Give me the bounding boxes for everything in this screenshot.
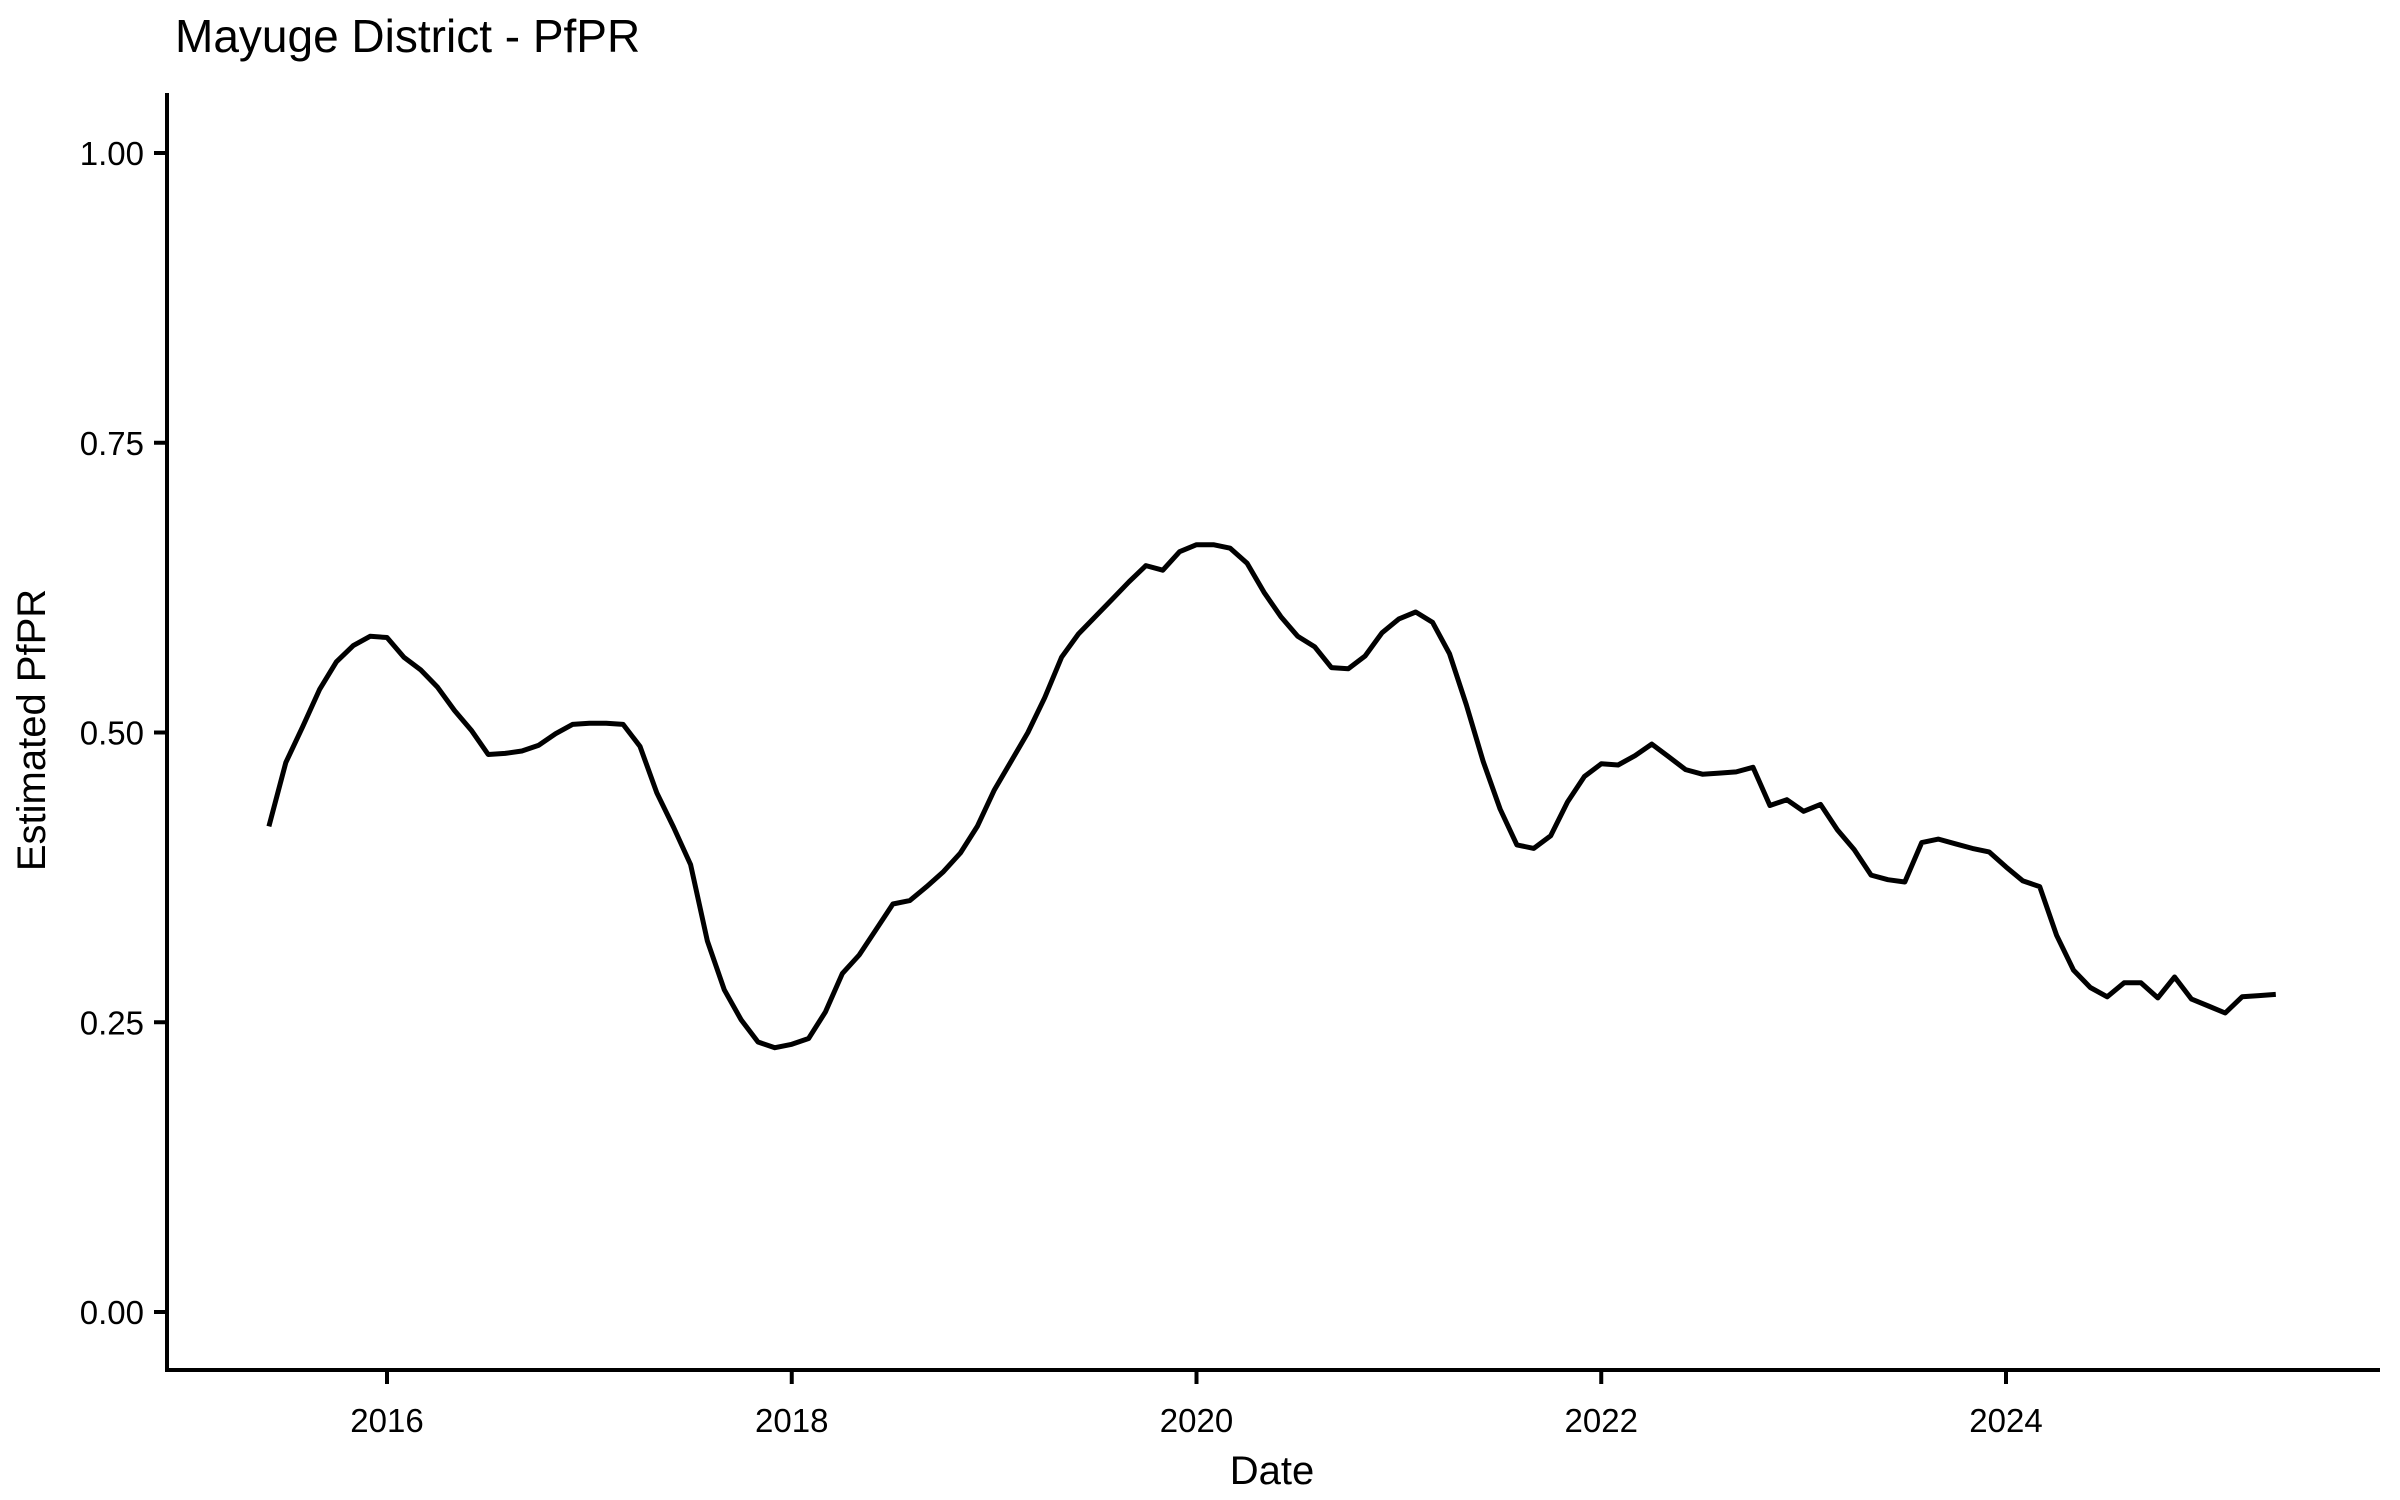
y-tick-label: 1.00 [80, 135, 144, 172]
x-tick-label: 2020 [1160, 1402, 1233, 1439]
chart-title: Mayuge District - PfPR [175, 10, 640, 62]
x-axis-ticks: 2016 2018 2020 2022 2024 [350, 1372, 2043, 1439]
y-tick-label: 0.00 [80, 1294, 144, 1331]
x-axis-label: Date [1230, 1449, 1315, 1493]
series-group [266, 542, 2276, 1051]
pfpr-line [266, 542, 2276, 1051]
y-axis-label: Estimated PfPR [10, 589, 54, 871]
y-tick-label: 0.75 [80, 425, 144, 462]
x-tick-label: 2018 [755, 1402, 828, 1439]
x-tick-label: 2022 [1565, 1402, 1638, 1439]
y-tick-label: 0.50 [80, 715, 144, 752]
y-axis-ticks: 0.00 0.25 0.50 0.75 1.00 [80, 135, 166, 1331]
x-tick-label: 2016 [350, 1402, 423, 1439]
y-tick-label: 0.25 [80, 1004, 144, 1041]
x-tick-label: 2024 [1969, 1402, 2042, 1439]
